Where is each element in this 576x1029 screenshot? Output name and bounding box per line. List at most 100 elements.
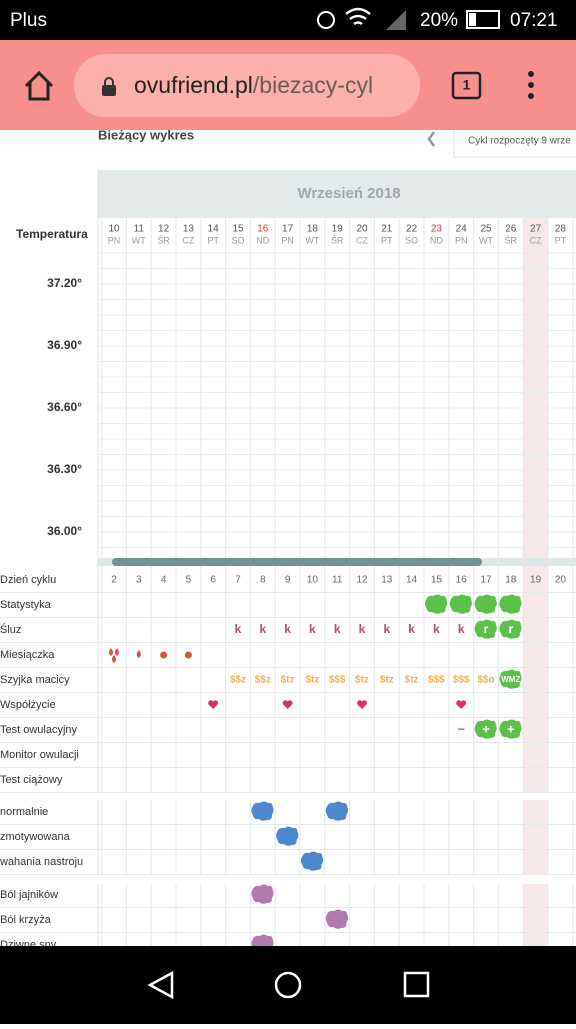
cell-text: $tz — [405, 675, 419, 686]
cell-text: $tz — [281, 675, 295, 686]
day-date: 15 — [232, 224, 244, 235]
back-button[interactable] — [147, 970, 174, 1000]
cell-text: 15 — [431, 575, 443, 586]
cell-text: $tz — [380, 675, 394, 686]
day-date: 27 — [530, 224, 542, 235]
row-label: Dzień cyklu — [0, 574, 56, 586]
row-label: wahania nastroju — [0, 856, 83, 868]
cell-text: k — [284, 622, 291, 636]
heart-icon — [282, 700, 293, 709]
cell-text: k — [259, 622, 266, 636]
day-weekday: ŚR — [157, 234, 170, 245]
cell-text: $$$ — [453, 675, 470, 686]
day-date: 21 — [381, 224, 393, 235]
day-date: 26 — [505, 224, 517, 235]
cell-text: k — [383, 622, 390, 636]
day-weekday: ŚR — [505, 234, 518, 245]
url-field[interactable] — [74, 54, 420, 117]
home-nav-button[interactable] — [274, 971, 302, 999]
scroll-thumb[interactable] — [112, 558, 482, 566]
cell-text: 13 — [381, 575, 393, 586]
cycle-start: Cykl rozpoczęty 9 wrze — [468, 136, 571, 147]
cell-text: 10 — [307, 575, 319, 586]
cell-text: 16 — [456, 575, 468, 586]
heart-icon — [456, 700, 467, 709]
cell-text: 4 — [161, 575, 167, 586]
day-weekday: PT — [555, 235, 567, 245]
menu-dot[interactable] — [528, 93, 534, 99]
tabs-button[interactable] — [451, 71, 482, 100]
status-bar — [0, 0, 576, 40]
lock-shackle — [104, 77, 114, 86]
day-weekday: PN — [455, 235, 468, 245]
cell-text: k — [309, 622, 316, 636]
blob-marker — [474, 719, 497, 739]
cell-text: + — [482, 721, 490, 736]
home-button[interactable] — [24, 70, 54, 101]
battery-level: 20% — [420, 10, 458, 31]
blob-marker — [251, 884, 274, 904]
menu-dot[interactable] — [528, 71, 534, 77]
cell-text: 9 — [285, 575, 291, 586]
day-date: 22 — [406, 224, 418, 235]
cell-text: k — [334, 622, 341, 636]
cell-text: 17 — [480, 575, 492, 586]
recents-button[interactable] — [403, 971, 430, 998]
cell-text: k — [433, 622, 440, 636]
cell-text: − — [457, 721, 465, 736]
day-weekday: PT — [381, 235, 393, 245]
heading: Bieżący wykres — [98, 127, 194, 142]
cell-text: r — [508, 622, 513, 636]
blob-marker — [499, 594, 522, 614]
day-weekday: CZ — [182, 235, 194, 245]
day-weekday: CZ — [530, 235, 542, 245]
cell-text: $$z — [255, 675, 271, 686]
day-date: 19 — [332, 224, 344, 235]
day-date: 11 — [134, 224, 145, 235]
day-weekday: SO — [405, 235, 418, 245]
nav-bar — [0, 946, 576, 1024]
cell-text: + — [507, 721, 515, 736]
day-weekday: PN — [281, 235, 294, 245]
day-date: 17 — [282, 224, 294, 235]
url: ovufriend.pl/biezacy-cyl — [134, 72, 373, 98]
temperature-tick: 36.00° — [47, 524, 82, 538]
carrier: Plus — [10, 10, 47, 31]
temperature-tick: 36.90° — [47, 338, 82, 352]
cell-text: $$o — [477, 675, 494, 686]
cell-text: 8 — [260, 575, 266, 586]
blob-marker — [325, 909, 348, 929]
blob-marker — [276, 826, 299, 846]
day-weekday: ND — [430, 235, 443, 245]
cell-text: 14 — [406, 575, 418, 586]
battery-icon — [466, 10, 500, 29]
temperature-tick: 36.60° — [47, 400, 82, 414]
cell-text: 7 — [235, 575, 241, 586]
row-label: normalnie — [0, 806, 48, 818]
cell-text: 18 — [505, 575, 517, 586]
period-drop — [136, 650, 141, 658]
cell-text: 2 — [111, 575, 117, 586]
menu-dot[interactable] — [528, 82, 534, 88]
prev-arrow[interactable] — [427, 131, 436, 147]
row-label: Test owulacyjny — [0, 724, 78, 736]
blob-marker — [449, 594, 472, 614]
cell-text: $$$ — [428, 675, 445, 686]
row-label: Statystyka — [0, 599, 52, 611]
day-date: 18 — [307, 224, 319, 235]
day-date: 12 — [158, 224, 170, 235]
cell-text: $tz — [355, 675, 369, 686]
blob-marker — [474, 594, 497, 614]
row-label: Monitor owulacji — [0, 749, 79, 761]
row-label: Miesiączka — [0, 649, 55, 661]
blob-marker — [251, 801, 274, 821]
day-weekday: SO — [231, 235, 244, 245]
day-date: 14 — [208, 224, 220, 235]
day-date: 13 — [183, 224, 195, 235]
tab-count: 1 — [463, 77, 471, 93]
cell-text: 12 — [356, 575, 368, 586]
cell-text: $$$ — [329, 675, 346, 686]
